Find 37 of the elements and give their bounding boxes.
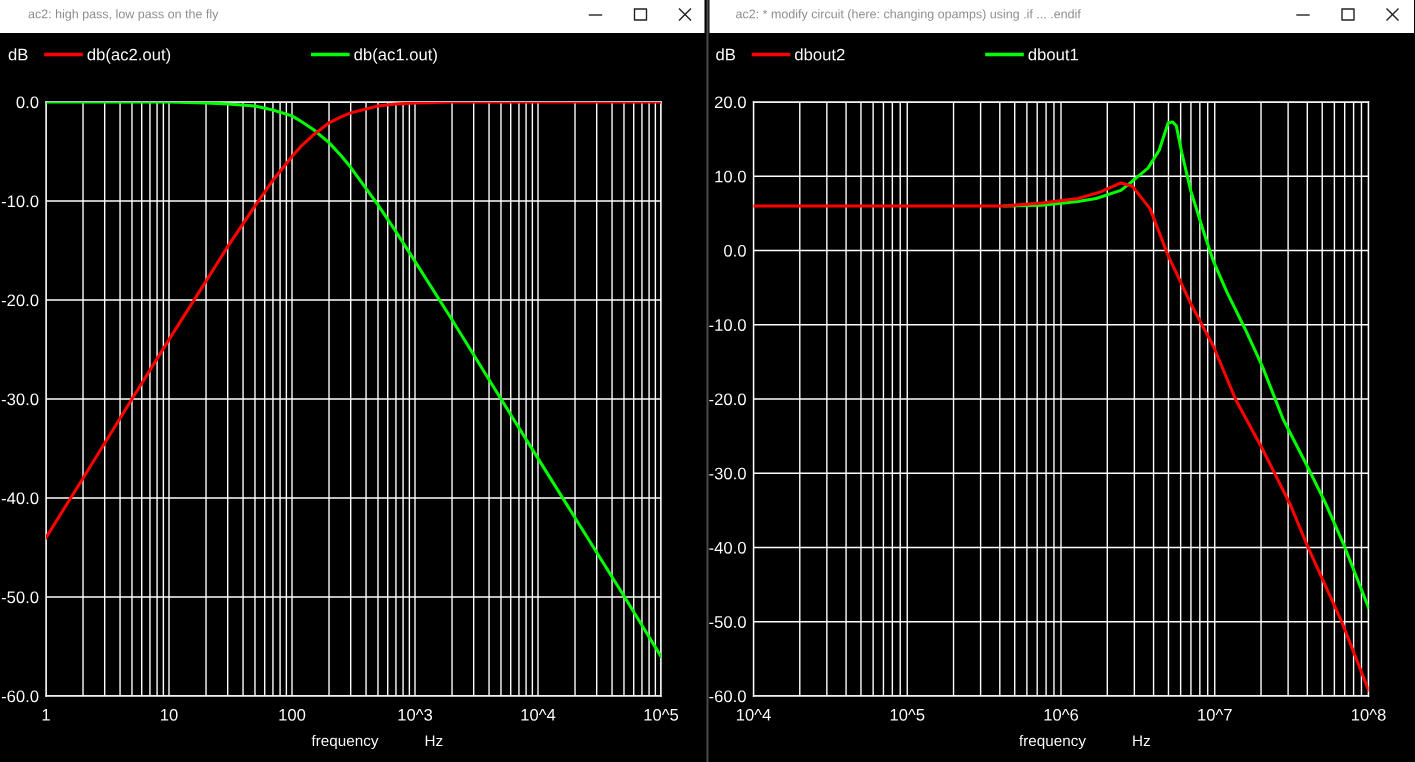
y-tick-label: -60.0 — [709, 690, 746, 703]
y-tick-label: -10.0 — [1, 195, 39, 208]
x-tick-label: 10 — [161, 708, 178, 721]
x-tick-label: 10^5 — [644, 708, 679, 721]
x-tick-label: 10^4 — [736, 708, 771, 721]
y-tick-label: -10.0 — [709, 319, 746, 331]
y-tick-label: 10.0 — [715, 170, 746, 183]
y-tick-label: -20.0 — [709, 393, 746, 406]
x-tick-label: 10^8 — [1351, 708, 1386, 721]
x-tick-label: 100 — [279, 708, 306, 721]
x-tick-label: 10^5 — [890, 708, 925, 721]
y-tick-label: 20.0 — [714, 96, 746, 109]
legend-label: dbout2 — [795, 48, 845, 61]
chart-title: ac2: high pass, low pass on the fly — [28, 9, 219, 21]
x-tick-label: 10^6 — [1044, 708, 1079, 721]
legend-label: db(ac2.out) — [87, 48, 171, 64]
y-tick-label: -50.0 — [709, 616, 746, 628]
y-axis-title: dB — [716, 48, 736, 61]
x-tick-label: 10^3 — [398, 708, 433, 721]
text: frequency Hz — [1019, 734, 1150, 750]
text: frequency Hz — [311, 734, 443, 750]
y-tick-label: 0.0 — [724, 244, 746, 257]
y-tick-label: -30.0 — [1, 393, 39, 406]
chart-title: ac2: * modify circuit (here: changing opamps) using .if ... .endif — [736, 9, 1081, 21]
y-tick-label: -20.0 — [1, 294, 39, 307]
y-tick-label: -60.0 — [1, 690, 39, 703]
y-tick-label: 0.0 — [16, 96, 39, 109]
y-tick-label: -30.0 — [709, 467, 746, 480]
x-tick-label: 1 — [42, 709, 50, 721]
y-tick-label: -50.0 — [1, 591, 39, 604]
x-tick-label: 10^4 — [521, 708, 556, 721]
y-tick-label: -40.0 — [709, 541, 746, 554]
y-tick-label: -40.0 — [1, 492, 39, 505]
legend-label: db(ac1.out) — [354, 48, 437, 64]
x-tick-label: 10^7 — [1198, 708, 1232, 721]
y-axis-title: dB — [8, 48, 28, 61]
legend-label: dbout1 — [1028, 48, 1078, 61]
